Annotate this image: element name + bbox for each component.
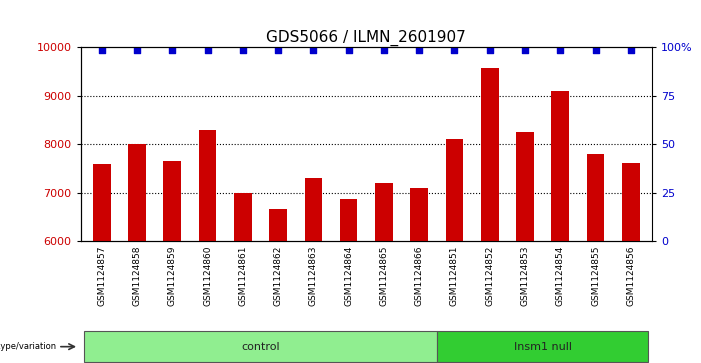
Bar <box>163 161 181 241</box>
Bar <box>93 164 111 241</box>
Title: GDS5066 / ILMN_2601907: GDS5066 / ILMN_2601907 <box>266 30 466 46</box>
Bar <box>446 139 463 241</box>
Bar <box>410 188 428 241</box>
Point <box>131 47 142 53</box>
Text: GSM1124853: GSM1124853 <box>520 246 529 306</box>
Bar <box>304 178 322 241</box>
Bar <box>481 68 498 241</box>
Text: GSM1124858: GSM1124858 <box>132 246 142 306</box>
Text: GSM1124855: GSM1124855 <box>591 246 600 306</box>
Point <box>484 47 496 53</box>
Point <box>343 47 354 53</box>
Point <box>273 47 284 53</box>
Text: GSM1124854: GSM1124854 <box>556 246 565 306</box>
Bar <box>128 144 146 241</box>
Point <box>96 47 107 53</box>
Text: GSM1124863: GSM1124863 <box>309 246 318 306</box>
Text: GSM1124865: GSM1124865 <box>379 246 388 306</box>
Text: genotype/variation: genotype/variation <box>0 342 56 351</box>
Bar <box>375 183 393 241</box>
FancyBboxPatch shape <box>84 331 437 362</box>
Text: GSM1124864: GSM1124864 <box>344 246 353 306</box>
Point <box>202 47 213 53</box>
Point <box>414 47 425 53</box>
Bar <box>622 163 639 241</box>
Bar <box>552 91 569 241</box>
Text: control: control <box>241 342 280 352</box>
Point <box>237 47 248 53</box>
Text: GSM1124860: GSM1124860 <box>203 246 212 306</box>
Text: GSM1124857: GSM1124857 <box>97 246 107 306</box>
Text: GSM1124852: GSM1124852 <box>485 246 494 306</box>
Text: GSM1124851: GSM1124851 <box>450 246 459 306</box>
FancyBboxPatch shape <box>437 331 648 362</box>
Text: GSM1124862: GSM1124862 <box>273 246 283 306</box>
Text: GSM1124866: GSM1124866 <box>415 246 423 306</box>
Point <box>625 47 637 53</box>
Point <box>379 47 390 53</box>
Bar <box>587 154 604 241</box>
Bar <box>199 130 217 241</box>
Bar <box>516 132 533 241</box>
Text: Insm1 null: Insm1 null <box>514 342 571 352</box>
Point <box>554 47 566 53</box>
Text: GSM1124859: GSM1124859 <box>168 246 177 306</box>
Point <box>449 47 460 53</box>
Bar <box>340 199 358 241</box>
Point <box>167 47 178 53</box>
Point <box>519 47 531 53</box>
Bar <box>234 193 252 241</box>
Text: GSM1124861: GSM1124861 <box>238 246 247 306</box>
Bar <box>269 209 287 241</box>
Point <box>308 47 319 53</box>
Point <box>590 47 601 53</box>
Text: GSM1124856: GSM1124856 <box>626 246 635 306</box>
